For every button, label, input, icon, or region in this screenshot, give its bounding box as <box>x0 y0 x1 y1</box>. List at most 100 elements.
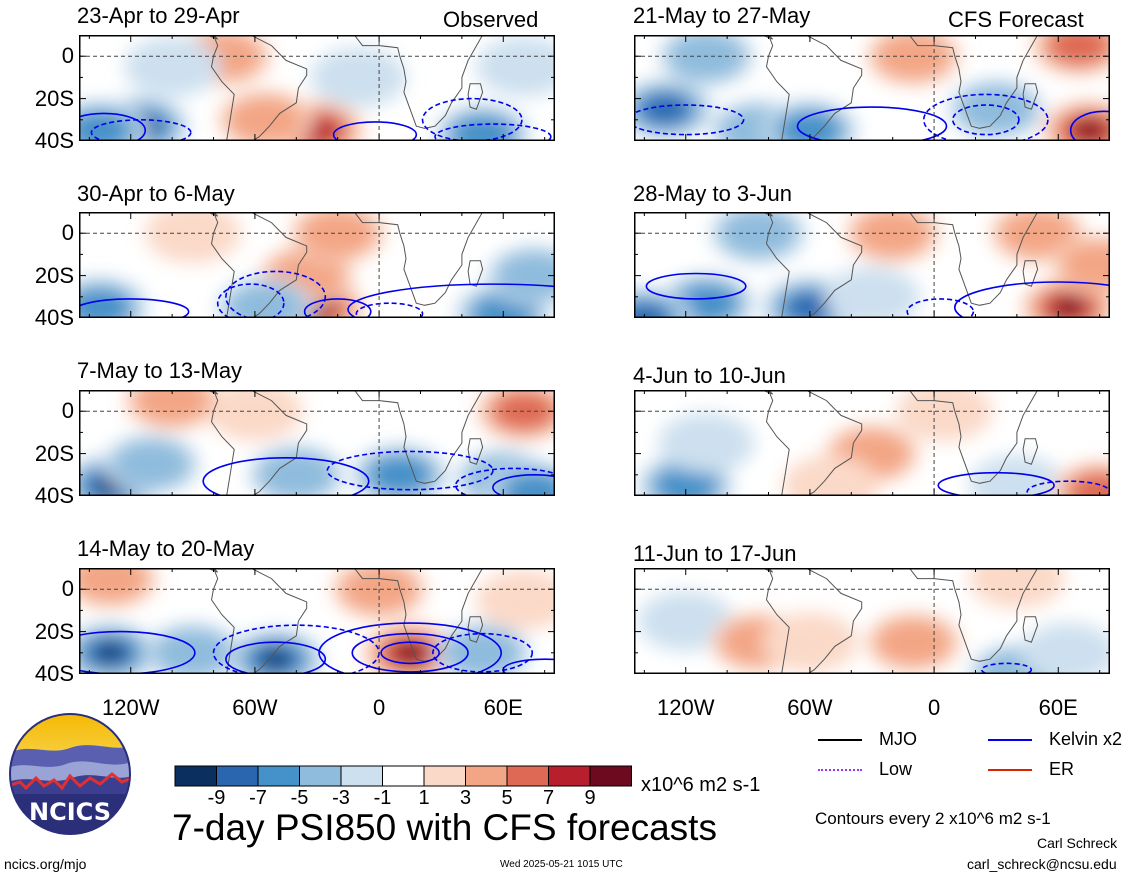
colorbar-swatch <box>423 765 466 787</box>
anomaly-5-8 <box>667 35 746 81</box>
map-panel-2 <box>79 212 555 318</box>
colorbar-swatch <box>589 765 632 787</box>
coastline-7-4 <box>706 390 774 395</box>
anomaly-6-1 <box>675 283 738 318</box>
contour-note: Contours every 2 x10^6 m2 s-1 <box>815 809 1051 828</box>
kelvin-contour-7-2 <box>1026 480 1110 496</box>
y-tick-label: 40S <box>34 483 74 508</box>
coastline-2-3 <box>467 260 484 287</box>
colorbar-swatch <box>216 765 259 787</box>
panel-title-4: 14-May to 20-May <box>77 536 255 561</box>
kelvin-contour-2-4 <box>303 298 372 318</box>
kelvin-contour-2-1 <box>79 298 190 318</box>
anomaly-1-9 <box>124 36 221 97</box>
x-tick-label: 0 <box>927 695 941 720</box>
x-tick-label: 120W <box>101 695 160 720</box>
anomaly-5-6 <box>874 35 953 81</box>
y-tick-label: 40S <box>34 661 74 686</box>
kelvin-contour-5-4 <box>951 104 1020 136</box>
website-link[interactable]: ncics.org/mjo <box>4 856 87 872</box>
legend-label: Kelvin x2 <box>1049 729 1123 749</box>
colorbar-swatch <box>174 765 217 787</box>
anomaly-5-3 <box>779 111 841 141</box>
coastline-3-2 <box>353 390 484 484</box>
colorbar-tick-label: 9 <box>584 787 596 809</box>
map-panel-1 <box>79 35 555 141</box>
kelvin-contour-2-5 <box>347 283 555 318</box>
anomaly-6-4 <box>1055 299 1083 316</box>
anomaly-7-6 <box>1068 472 1110 496</box>
anomaly-8-4 <box>761 612 858 673</box>
coastline-2-2 <box>353 212 484 306</box>
kelvin-contour-6-3 <box>953 281 1110 318</box>
y-tick-label: 0 <box>61 43 74 69</box>
author-name: Carl Schreck <box>1037 835 1118 851</box>
anomaly-3-2 <box>112 439 191 489</box>
anomaly-6-6 <box>1060 240 1110 290</box>
colorbar-tick-label: 7 <box>542 787 555 809</box>
x-tick-label: 60W <box>787 695 833 720</box>
anomaly-7-4 <box>658 413 755 473</box>
kelvin-contour-7-1 <box>937 471 1055 496</box>
kelvin-contour-3-2 <box>326 450 494 491</box>
x-tick-label: 60W <box>232 695 278 720</box>
kelvin-contour-1-2 <box>90 119 192 141</box>
anomaly-8-1 <box>637 591 734 651</box>
kelvin-contour-5-1 <box>634 104 745 136</box>
map-svg-1 <box>79 35 555 141</box>
coastline-3-4 <box>151 390 219 395</box>
observed-label: Observed <box>443 7 539 32</box>
kelvin-contour-2-2 <box>225 270 327 318</box>
coastline-5-2 <box>908 35 1039 129</box>
colorbar-swatch <box>299 765 342 787</box>
legend-swatch-low <box>818 769 862 771</box>
map-panel-6 <box>634 212 1110 318</box>
x-tick-label: 60E <box>483 695 523 720</box>
colorbar-tick-label: 3 <box>459 787 472 809</box>
anomaly-7-7 <box>896 390 993 442</box>
kelvin-contour-4-5 <box>351 632 469 673</box>
anomaly-3-8 <box>206 390 303 442</box>
logo-text: NCICS <box>29 798 111 826</box>
anomaly-2-1 <box>79 288 131 318</box>
y-tick-label: 20S <box>34 85 74 111</box>
anomaly-6-2 <box>787 293 833 318</box>
map-svg-6 <box>634 212 1110 318</box>
colorbar-swatch <box>465 765 508 787</box>
map-panel-4 <box>79 568 555 674</box>
kelvin-contour-2-6 <box>355 302 424 318</box>
anomaly-1-5 <box>451 115 514 141</box>
x-tick-label: 0 <box>372 695 386 720</box>
y-tick-label: 20S <box>34 262 74 288</box>
coastline-7-3 <box>1022 438 1039 465</box>
kelvin-contour-4-1 <box>79 630 196 674</box>
legend-swatch-kelvin-x2 <box>988 739 1032 741</box>
anomaly-4-3 <box>262 650 290 668</box>
kelvin-contour-3-4 <box>492 474 555 496</box>
author-email: carl_schreck@ncsu.edu <box>967 856 1117 872</box>
coastline-5-4 <box>706 35 774 40</box>
coastline-6-3 <box>1022 260 1039 287</box>
anomaly-1-8 <box>475 36 555 97</box>
y-tick-label: 20S <box>34 618 74 644</box>
colorbar-swatch <box>382 765 425 787</box>
anomaly-4-8 <box>475 569 555 630</box>
colorbar-units: x10^6 m2 s-1 <box>641 774 761 796</box>
colorbar-tick-label: 1 <box>418 787 430 809</box>
coastline-1-2 <box>353 35 484 129</box>
map-panel-5 <box>634 35 1110 141</box>
colorbar-tick-label: -5 <box>290 787 309 809</box>
panel-title-7: 4-Jun to 10-Jun <box>633 363 786 388</box>
y-tick-label: 0 <box>61 220 74 246</box>
kelvin-contour-6-1 <box>645 272 747 300</box>
kelvin-contour-1-3 <box>332 121 418 141</box>
x-tick-label: 60E <box>1038 695 1078 720</box>
anomaly-2-8 <box>298 212 378 258</box>
y-tick-label: 0 <box>61 398 74 424</box>
coastline-4-3 <box>467 616 484 643</box>
kelvin-contour-5-5 <box>1069 110 1110 141</box>
y-tick-label: 0 <box>61 576 74 602</box>
kelvin-contour-6-2 <box>906 298 975 318</box>
colorbar-tick-label: 5 <box>501 787 513 809</box>
anomaly-4-1 <box>96 644 124 662</box>
